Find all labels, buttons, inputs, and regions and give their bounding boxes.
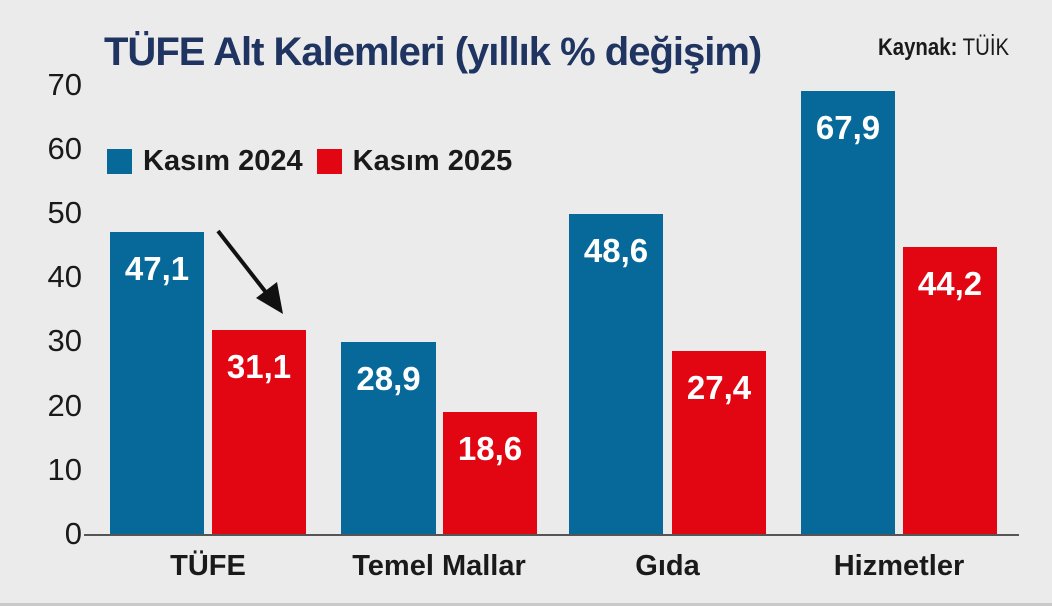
- y-tick-30: 30: [47, 323, 82, 358]
- bar-value: 28,9: [356, 360, 421, 397]
- bar-tufe-2024: 47,1: [110, 232, 204, 534]
- bar-hizmetler-2024: 67,9: [801, 91, 895, 534]
- bar-value: 18,6: [457, 430, 523, 467]
- bar-value: 27,4: [686, 369, 752, 406]
- bar-temel-mallar-2024: 28,9: [341, 342, 436, 534]
- bar-value: 48,6: [583, 232, 649, 269]
- legend-label: Kasım 2025: [352, 145, 513, 177]
- legend-swatch-red-icon: [316, 149, 342, 174]
- bar-temel-mallar-2025: 18,6: [443, 412, 537, 534]
- bar-hizmetler-2025: 44,2: [903, 247, 997, 534]
- y-tick-0: 0: [64, 516, 82, 551]
- x-axis-line: [84, 534, 1019, 536]
- legend-item-2024: Kasım 2024: [107, 145, 303, 178]
- y-tick-40: 40: [47, 259, 82, 294]
- source-label: Kaynak:: [878, 34, 958, 61]
- legend-label: Kasım 2024: [143, 145, 303, 177]
- category-label-tufe: TÜFE: [170, 550, 246, 582]
- chart-title: TÜFE Alt Kalemleri (yıllık % değişim): [104, 30, 762, 74]
- legend-item-2025: Kasım 2025: [316, 145, 513, 178]
- y-tick-20: 20: [47, 388, 82, 423]
- bar-gida-2024: 48,6: [569, 214, 663, 534]
- source-value: TÜİK: [962, 34, 1010, 61]
- category-label-hizmetler: Hizmetler: [833, 550, 965, 582]
- bar-value: 67,9: [815, 109, 881, 146]
- bottom-border: [0, 603, 1052, 606]
- bar-value: 31,1: [226, 348, 292, 385]
- y-tick-50: 50: [47, 195, 82, 230]
- bar-tufe-2025: 31,1: [212, 330, 306, 534]
- bar-gida-2025: 27,4: [672, 351, 766, 534]
- legend-swatch-blue-icon: [107, 149, 132, 174]
- bar-value: 47,1: [124, 250, 190, 287]
- category-label-gida: Gıda: [635, 550, 700, 582]
- legend: Kasım 2024 Kasım 2025: [107, 145, 526, 178]
- category-label-temel-mallar: Temel Mallar: [352, 550, 526, 582]
- y-tick-60: 60: [47, 131, 82, 166]
- y-tick-70: 70: [47, 67, 82, 102]
- y-tick-10: 10: [47, 452, 82, 487]
- bar-value: 44,2: [917, 265, 983, 302]
- source-note: Kaynak: TÜİK: [878, 34, 1009, 62]
